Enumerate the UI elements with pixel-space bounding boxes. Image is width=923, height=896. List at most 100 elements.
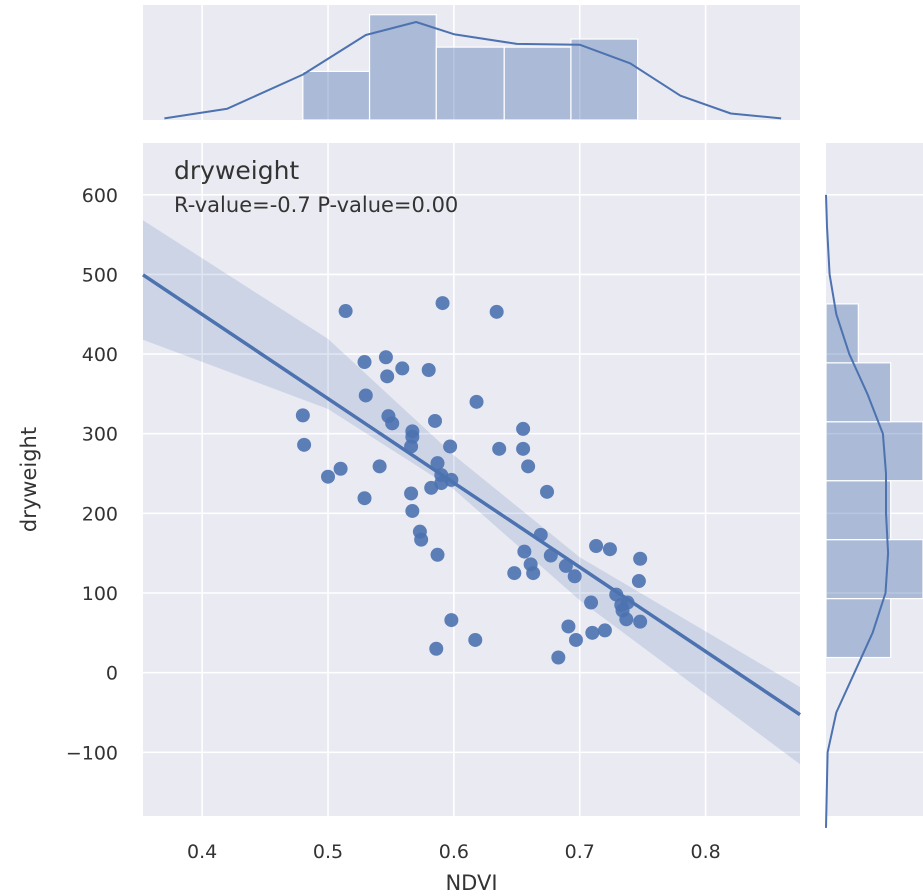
- marginal-x-grid: [201, 5, 707, 120]
- y-tick-labels: −100 0 100 200 300 400 500 600: [66, 185, 118, 765]
- scatter-point: [526, 566, 541, 581]
- marginal-x-background: [143, 5, 800, 120]
- marginal-x-kde-layer: [164, 21, 782, 120]
- scatter-point: [424, 480, 439, 495]
- marginal-x-kde: [164, 21, 782, 120]
- scatter-point: [602, 542, 617, 557]
- scatter-point: [619, 612, 634, 627]
- marginal-y-bar: [825, 362, 892, 423]
- scatter-point: [414, 532, 429, 547]
- x-tick-label: 0.6: [439, 841, 469, 863]
- scatter-point: [321, 469, 336, 484]
- scatter-point: [430, 547, 445, 562]
- scatter-point: [430, 456, 445, 471]
- x-tick-label: 0.4: [187, 841, 217, 863]
- marginal-x-bar: [368, 14, 437, 121]
- scatter-point: [405, 503, 420, 518]
- scatter-point: [597, 623, 612, 638]
- scatter-point: [517, 544, 532, 559]
- x-tick-labels: 0.4 0.5 0.6 0.7 0.8: [187, 841, 721, 863]
- marginal-y-histogram: [825, 303, 923, 659]
- y-tick-label: 0: [106, 663, 118, 685]
- scatter-point: [633, 551, 648, 566]
- y-tick-label: 100: [82, 583, 118, 605]
- scatter-point: [380, 369, 395, 384]
- scatter-point: [584, 595, 599, 610]
- marginal-y-background: [826, 143, 923, 816]
- y-axis-label: dryweight: [17, 427, 41, 532]
- scatter-point: [358, 388, 373, 403]
- scatter-point: [516, 441, 531, 456]
- marginal-y-bar: [825, 480, 892, 541]
- scatter-point: [404, 439, 419, 454]
- x-axis-label: NDVI: [445, 871, 497, 895]
- scatter-point: [469, 394, 484, 409]
- annotation-stats: R-value=-0.7 P-value=0.00: [174, 193, 458, 217]
- scatter-point: [357, 355, 372, 370]
- scatter-point: [428, 413, 442, 428]
- regression-line-layer: [142, 273, 801, 717]
- scatter-points: [295, 296, 648, 665]
- scatter-point: [435, 296, 450, 311]
- marginal-y-grid: [826, 193, 923, 754]
- marginal-y-kde-layer: [825, 194, 890, 828]
- scatter-point: [357, 491, 372, 506]
- scatter-point: [633, 614, 648, 629]
- scatter-point: [568, 632, 583, 647]
- scatter-point: [421, 362, 436, 377]
- main-grid: [143, 143, 800, 816]
- marginal-y-panel: [825, 143, 923, 828]
- scatter-point: [385, 416, 400, 431]
- scatter-point: [609, 587, 624, 602]
- scatter-point: [540, 484, 555, 499]
- x-tick-label: 0.7: [565, 841, 595, 863]
- scatter-point: [297, 437, 312, 452]
- y-tick-label: 600: [82, 185, 118, 207]
- y-tick-label: 400: [82, 344, 118, 366]
- scatter-point: [516, 421, 531, 436]
- scatter-point: [507, 566, 522, 581]
- scatter-point: [444, 613, 459, 628]
- scatter-point: [338, 304, 353, 319]
- scatter-point: [429, 641, 444, 656]
- scatter-point: [551, 650, 566, 665]
- x-tick-label: 0.5: [313, 841, 343, 863]
- scatter-point: [372, 459, 387, 474]
- scatter-point: [295, 408, 310, 423]
- scatter-point: [631, 574, 646, 589]
- scatter-point: [489, 304, 504, 319]
- y-tick-label: 500: [82, 264, 118, 286]
- y-tick-label: −100: [66, 742, 118, 764]
- y-tick-label: 300: [82, 424, 118, 446]
- scatter-point: [378, 350, 393, 365]
- marginal-y-kde: [825, 194, 890, 828]
- marginal-x-panel: [143, 5, 800, 121]
- scatter-point: [558, 558, 573, 573]
- scatter-point: [443, 439, 458, 454]
- scatter-point: [521, 459, 536, 474]
- confidence-band-layer: [143, 220, 800, 765]
- marginal-x-histogram: [302, 14, 639, 121]
- main-plot-panel: dryweight R-value=-0.7 P-value=0.00: [142, 143, 801, 816]
- annotation-title: dryweight: [174, 156, 299, 185]
- scatter-point: [468, 632, 483, 647]
- marginal-x-bar: [503, 46, 572, 121]
- scatter-point: [492, 441, 507, 456]
- scatter-point: [404, 486, 419, 501]
- marginal-x-bar: [570, 38, 639, 121]
- marginal-y-bar: [825, 539, 923, 600]
- marginal-x-bar: [302, 70, 371, 121]
- scatter-point: [585, 625, 600, 640]
- scatter-point: [561, 619, 576, 634]
- regression-line: [142, 273, 801, 717]
- scatter-point: [589, 539, 604, 554]
- scatter-point: [543, 548, 558, 563]
- marginal-x-bar: [435, 46, 505, 121]
- scatter-point: [395, 361, 410, 376]
- x-tick-label: 0.8: [690, 841, 720, 863]
- main-plot-background: [143, 143, 800, 816]
- marginal-y-bar: [825, 421, 923, 482]
- scatter-point: [333, 461, 348, 476]
- scatter-point: [533, 527, 548, 542]
- scatter-point: [567, 569, 582, 584]
